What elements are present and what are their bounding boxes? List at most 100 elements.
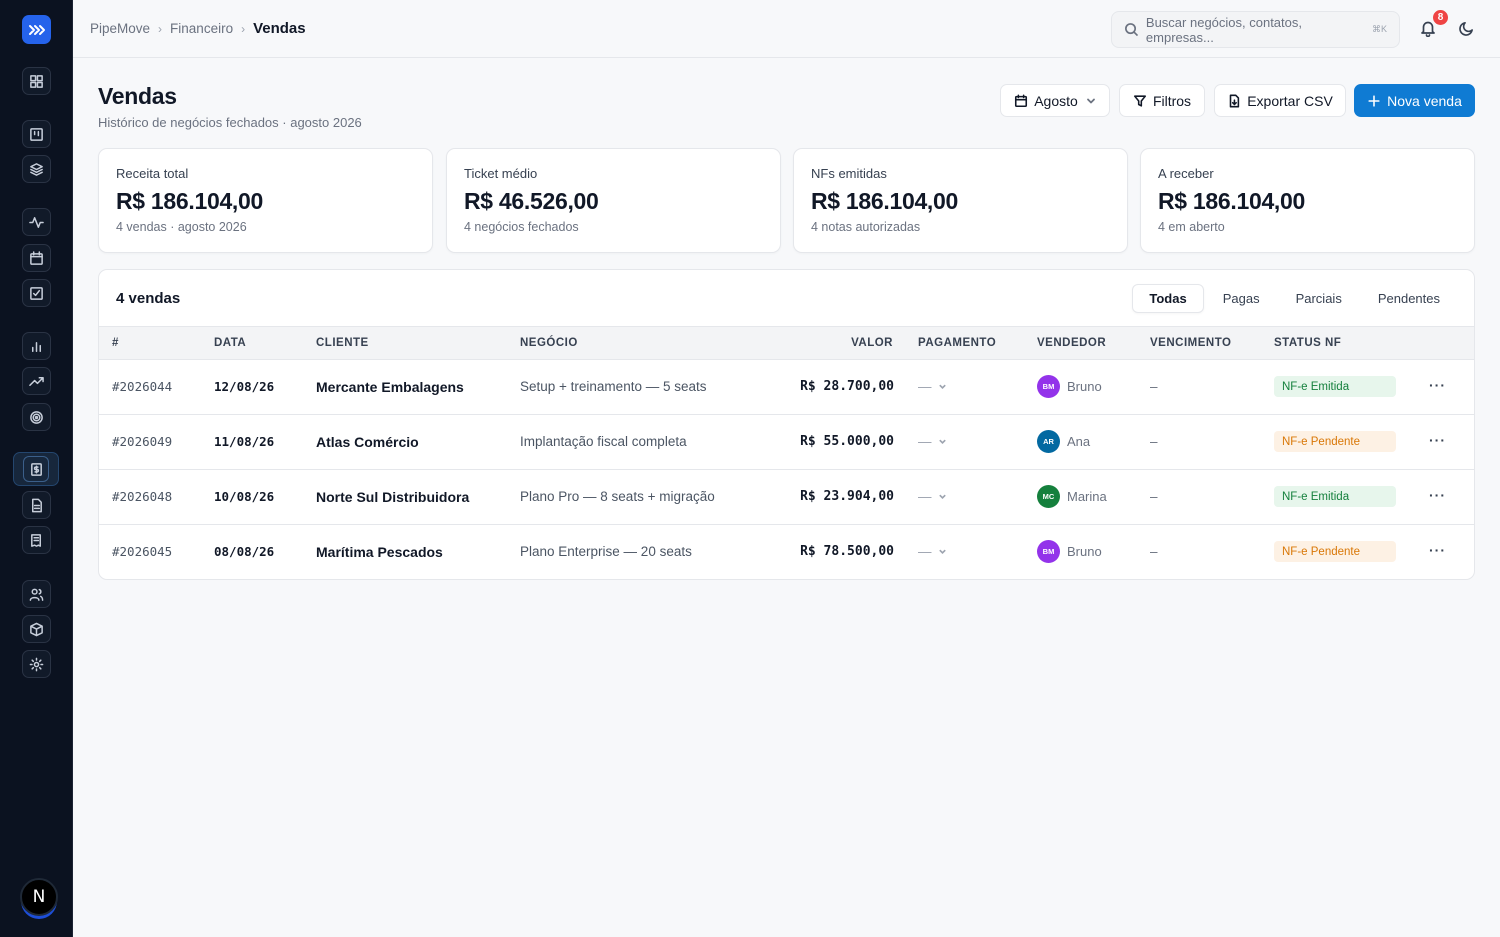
chevron-down-icon <box>938 439 946 444</box>
breadcrumb-item-vendas: Vendas <box>253 20 306 37</box>
sidebar-item-goals[interactable] <box>22 403 51 431</box>
export-csv-button[interactable]: Exportar CSV <box>1214 84 1346 117</box>
kpi-label: A receber <box>1158 166 1214 181</box>
filters-button[interactable]: Filtros <box>1119 84 1205 117</box>
page-subtitle: Histórico de negócios fechados · agosto … <box>98 115 362 130</box>
seller-name: Bruno <box>1067 379 1102 394</box>
calendar-icon <box>30 250 43 265</box>
sidebar-item-dashboard[interactable] <box>22 67 51 95</box>
new-sale-button[interactable]: Nova venda <box>1354 84 1475 117</box>
column-header-pagamento[interactable]: PAGAMENTO <box>918 337 997 349</box>
chevron-down-icon <box>1086 98 1095 103</box>
plus-icon <box>1368 94 1380 107</box>
breadcrumb-item-financeiro[interactable]: Financeiro <box>170 21 234 36</box>
more-actions-button[interactable]: ··· <box>1429 377 1446 393</box>
more-actions-button[interactable]: ··· <box>1429 487 1446 503</box>
theme-toggle-button[interactable] <box>1458 20 1475 42</box>
chevron-right-icon: › <box>241 21 246 36</box>
gear-icon <box>29 657 44 671</box>
column-header-status-nf[interactable]: STATUS NF <box>1274 337 1342 349</box>
client-name[interactable]: Norte Sul Distribuidora <box>316 489 470 505</box>
sidebar-item-board[interactable] <box>22 120 51 148</box>
seller-name: Ana <box>1067 434 1091 449</box>
chevron-right-icon: › <box>158 21 163 36</box>
tab-pendentes[interactable]: Pendentes <box>1377 291 1440 306</box>
board-icon <box>30 127 43 141</box>
sidebar-item-trends[interactable] <box>22 367 51 395</box>
search-placeholder: Buscar negócios, contatos, empresas... <box>1145 14 1302 45</box>
sidebar-item-documents[interactable] <box>22 491 51 519</box>
table-row[interactable]: #2026048 10/08/26 Norte Sul Distribuidora P… <box>99 470 1474 525</box>
kpi-card-receita-total: Receita total R$ 186.104,00 4 vendas · a… <box>98 148 433 253</box>
sidebar-item-contacts[interactable] <box>22 580 51 608</box>
tab-parciais[interactable]: Parciais <box>1295 291 1342 306</box>
column-header-id[interactable]: # <box>112 337 119 349</box>
app-logo[interactable] <box>22 15 51 44</box>
client-name[interactable]: Mercante Embalagens <box>316 379 464 395</box>
kpi-label: Ticket médio <box>464 166 538 181</box>
tab-pagas[interactable]: Pagas <box>1222 291 1260 306</box>
file-text-icon <box>32 498 42 512</box>
breadcrumb: PipeMove › Financeiro › Vendas <box>90 20 306 37</box>
sidebar-item-activity[interactable] <box>22 208 51 236</box>
payment-value: — <box>918 544 932 559</box>
kpi-hint: 4 notas autorizadas <box>811 220 921 234</box>
sale-id[interactable]: #2026048 <box>112 489 173 504</box>
sale-date: 12/08/26 <box>214 379 275 394</box>
table-row[interactable]: #2026045 08/08/26 Marítima Pescados Plano E… <box>99 525 1474 579</box>
user-avatar[interactable]: N <box>20 878 58 916</box>
kpi-value: R$ 186.104,00 <box>811 188 959 214</box>
tab-todas[interactable]: Todas <box>1132 284 1204 313</box>
more-actions-button[interactable]: ··· <box>1429 432 1446 448</box>
column-header-data[interactable]: DATA <box>214 337 247 349</box>
due-date: – <box>1150 379 1158 394</box>
sidebar-item-receipts[interactable] <box>22 526 51 554</box>
payment-value: — <box>918 434 932 449</box>
column-header-valor[interactable]: VALOR <box>851 337 893 349</box>
sale-date: 11/08/26 <box>214 434 275 449</box>
seller: BM Bruno <box>1037 540 1102 563</box>
column-header-cliente[interactable]: CLIENTE <box>316 337 369 349</box>
sidebar-item-sales[interactable] <box>13 452 59 486</box>
payment-select[interactable]: — <box>918 489 947 504</box>
more-actions-button[interactable]: ··· <box>1429 542 1446 558</box>
calendar-icon <box>1015 94 1028 107</box>
column-header-vencimento[interactable]: VENCIMENTO <box>1150 337 1232 349</box>
sidebar-item-settings[interactable] <box>22 650 51 678</box>
breadcrumb-item-pipemove[interactable]: PipeMove <box>90 21 151 36</box>
filters-button-label: Filtros <box>1152 92 1192 109</box>
seller-avatar: BM <box>1037 540 1060 563</box>
sale-id[interactable]: #2026049 <box>112 434 173 449</box>
month-select[interactable]: Agosto <box>1000 84 1110 117</box>
user-initial: N <box>32 887 46 907</box>
status-tabs: Todas Pagas Parciais Pendentes <box>1130 284 1457 313</box>
sale-id[interactable]: #2026044 <box>112 379 173 394</box>
deal-name: Plano Enterprise — 20 seats <box>520 544 692 559</box>
kpi-label: NFs emitidas <box>811 166 887 181</box>
sidebar-item-calendar[interactable] <box>22 244 51 272</box>
deal-name: Setup + treinamento — 5 seats <box>520 379 707 394</box>
payment-select[interactable]: — <box>918 544 947 559</box>
table-row[interactable]: #2026049 11/08/26 Atlas Comércio Implantaçã… <box>99 415 1474 470</box>
bar-chart-icon <box>32 341 41 352</box>
payment-select[interactable]: — <box>918 379 947 394</box>
column-header-negocio[interactable]: NEGÓCIO <box>520 337 578 349</box>
sidebar-item-tasks[interactable] <box>22 279 51 307</box>
package-icon <box>30 622 43 636</box>
table-row[interactable]: #2026044 12/08/26 Mercante Embalagens Setup… <box>99 360 1474 415</box>
payment-select[interactable]: — <box>918 434 947 449</box>
sidebar-item-products[interactable] <box>22 615 51 643</box>
file-export-icon <box>1229 94 1240 107</box>
client-name[interactable]: Marítima Pescados <box>316 544 443 560</box>
users-icon <box>29 588 44 601</box>
layers-icon <box>30 162 43 176</box>
column-header-vendedor[interactable]: VENDEDOR <box>1037 337 1107 349</box>
checkbox-icon <box>30 286 43 300</box>
client-name[interactable]: Atlas Comércio <box>316 434 419 450</box>
grid-icon <box>30 74 43 88</box>
sidebar-item-reports[interactable] <box>22 332 51 360</box>
notifications-button[interactable] <box>1419 19 1439 39</box>
sidebar-item-layers[interactable] <box>22 155 51 183</box>
search-input[interactable]: Buscar negócios, contatos, empresas... ⌘… <box>1111 11 1400 48</box>
sale-id[interactable]: #2026045 <box>112 544 173 559</box>
